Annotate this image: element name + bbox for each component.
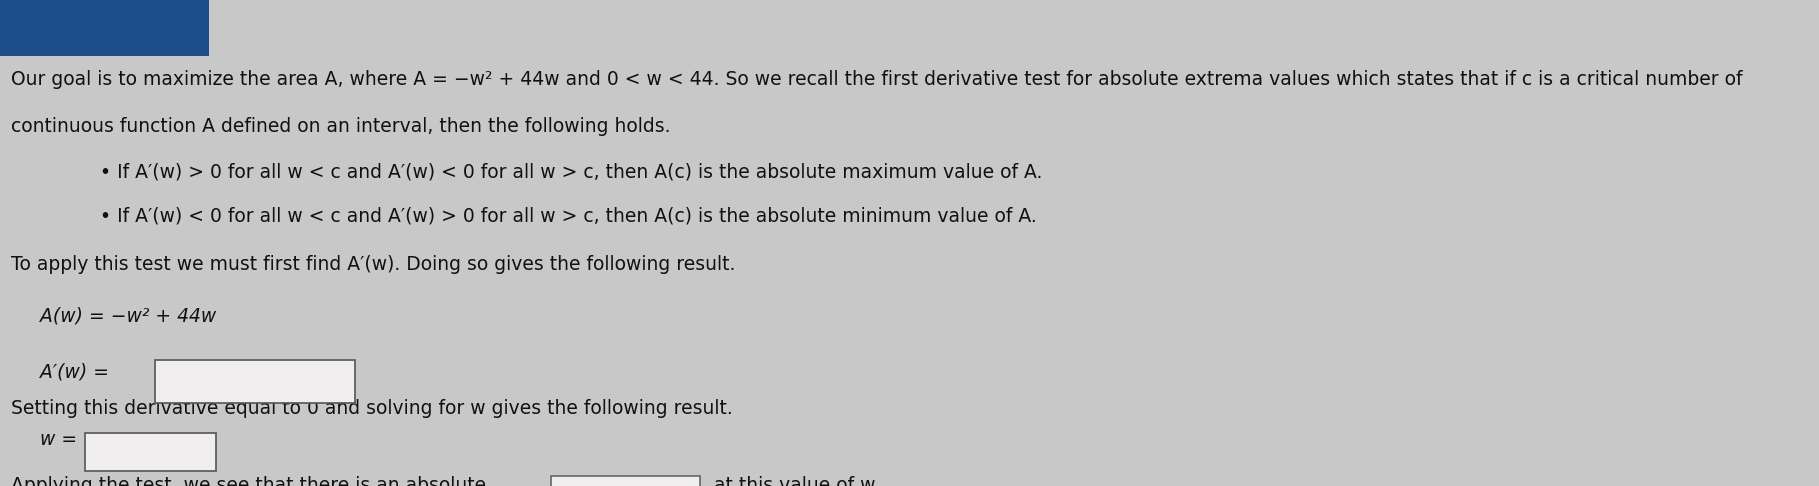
Text: A(w) = −w² + 44w: A(w) = −w² + 44w (40, 306, 216, 325)
Text: ---Select---: ---Select--- (555, 480, 642, 486)
Text: w =: w = (40, 430, 76, 449)
Text: Applying the test, we see that there is an absolute: Applying the test, we see that there is … (11, 476, 486, 486)
Text: Step 3: Step 3 (11, 15, 71, 33)
Text: continuous function A defined on an interval, then the following holds.: continuous function A defined on an inte… (11, 117, 671, 136)
Text: • If A′(w) > 0 for all w < c and A′(w) < 0 for all w > c, then A(c) is the absol: • If A′(w) > 0 for all w < c and A′(w) <… (100, 163, 1042, 182)
Text: Setting this derivative equal to 0 and solving for w gives the following result.: Setting this derivative equal to 0 and s… (11, 399, 733, 417)
Text: ▾: ▾ (678, 480, 686, 486)
Text: at this value of w.: at this value of w. (708, 476, 879, 486)
Text: Our goal is to maximize the area A, where A = −w² + 44w and 0 < w < 44. So we re: Our goal is to maximize the area A, wher… (11, 70, 1743, 89)
Text: A′(w) =: A′(w) = (40, 362, 109, 381)
Text: To apply this test we must first find A′(w). Doing so gives the following result: To apply this test we must first find A′… (11, 255, 735, 274)
Text: • If A′(w) < 0 for all w < c and A′(w) > 0 for all w > c, then A(c) is the absol: • If A′(w) < 0 for all w < c and A′(w) >… (100, 207, 1037, 226)
